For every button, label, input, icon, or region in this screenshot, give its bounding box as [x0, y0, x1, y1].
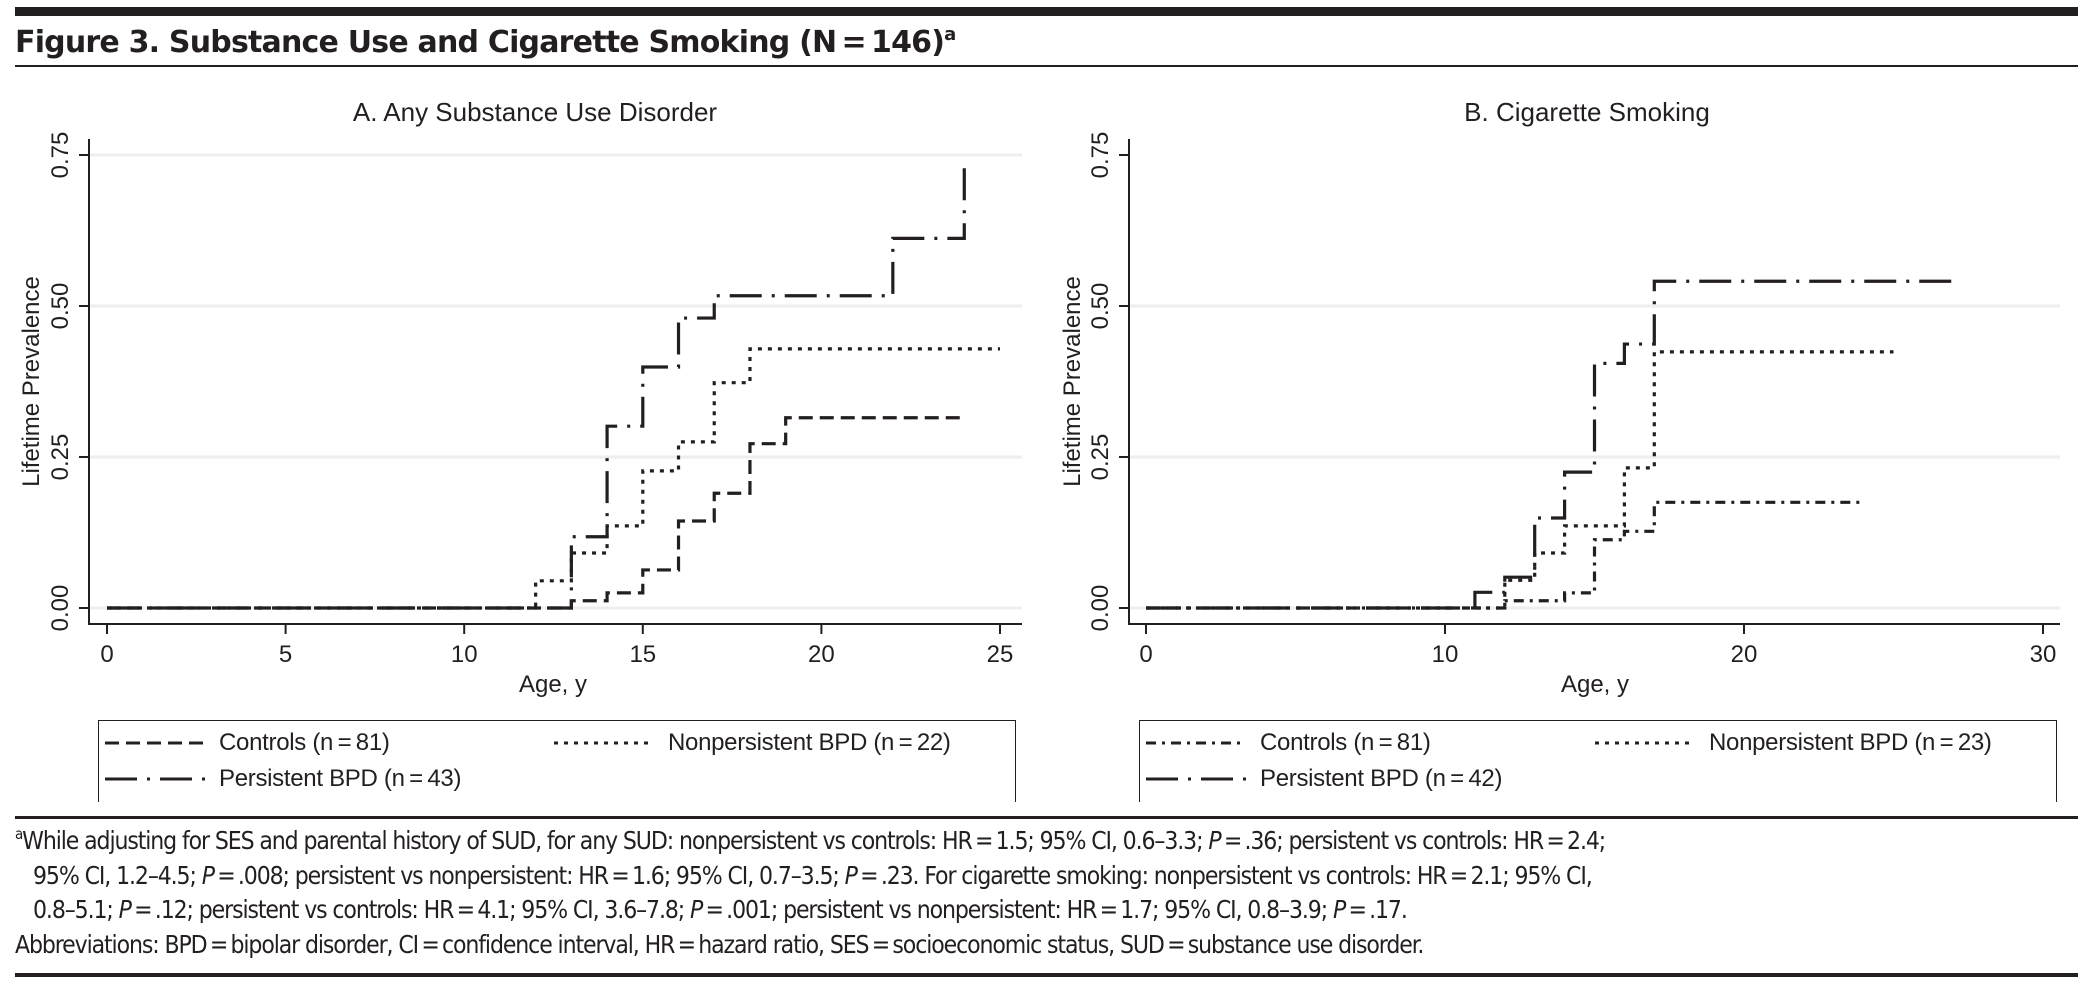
footnote-p: P — [1332, 895, 1346, 924]
footnote-p: P — [118, 895, 132, 924]
legend-item: Controls (n = 81) — [1146, 725, 1431, 761]
y-tick-label: 0.00 — [1087, 585, 1114, 632]
bottom-rule — [15, 973, 2078, 977]
footnote-text: 0.8–5.1; — [33, 895, 119, 924]
legend-item: Persistent BPD (n = 43) — [105, 761, 461, 797]
x-tick-label: 10 — [1432, 641, 1459, 668]
chart-panel-a: A. Any Substance Use Disorder 0.00 0.25 0.5… — [18, 97, 1022, 698]
charts-canvas: A. Any Substance Use Disorder 0.00 0.25 0.5… — [18, 97, 2060, 698]
abbreviations-text: Abbreviations: BPD = bipolar disorder, C… — [15, 929, 1424, 959]
top-rule — [15, 7, 2078, 16]
x-tick-label: 20 — [1731, 641, 1758, 668]
legend-item: Controls (n = 81) — [105, 725, 390, 761]
footnote-top-rule — [15, 816, 2078, 819]
legend-item: Nonpersistent BPD (n = 22) — [554, 725, 951, 761]
footnote-p: P — [1208, 826, 1221, 855]
legend-item: Nonpersistent BPD (n = 23) — [1595, 725, 1992, 761]
x-tick-label: 15 — [629, 641, 656, 668]
series-line-dotted — [1146, 350, 1894, 610]
figure-title-text: Figure 3. Substance Use and Cigarette Sm… — [15, 25, 945, 60]
x-tick-label: 20 — [808, 641, 835, 668]
figure-title: Figure 3. Substance Use and Cigarette Sm… — [15, 20, 956, 66]
legend-swatch-dotted — [554, 741, 654, 745]
legend-panel-b: Controls (n = 81) Nonpersistent BPD (n = … — [1139, 720, 2057, 802]
footnote-p: P — [690, 895, 703, 924]
footnote-abbreviations: Abbreviations: BPD = bipolar disorder, C… — [15, 928, 2065, 963]
y-tick-label: 0.25 — [1087, 434, 1114, 481]
legend-label: Nonpersistent BPD (n = 22) — [668, 729, 951, 756]
legend-swatch-dashed — [105, 741, 205, 745]
y-axis-label: Lifetime Prevalence — [1059, 276, 1086, 487]
x-tick-label: 30 — [2030, 641, 2057, 668]
footnote-text: = .36; persistent vs controls: HR = 2.4; — [1220, 826, 1606, 855]
x-tick-label: 25 — [987, 641, 1014, 668]
x-tick-label: 0 — [100, 641, 113, 668]
chart-title: A. Any Substance Use Disorder — [353, 97, 718, 127]
series-line-dash-dot — [1146, 500, 1864, 610]
footnote-text: = .008; persistent vs nonpersistent: HR … — [213, 860, 845, 890]
y-tick-label: 0.75 — [47, 132, 74, 179]
x-axis-label: Age, y — [1561, 671, 1629, 698]
y-tick-label: 0.50 — [47, 283, 74, 330]
series-line-longdash-dot — [107, 167, 966, 610]
legend-label: Controls (n = 81) — [219, 729, 390, 756]
y-tick-label: 0.75 — [1087, 132, 1114, 179]
x-tick-label: 10 — [451, 641, 478, 668]
series-line-dotted — [107, 347, 1000, 610]
y-tick-label: 0.50 — [1087, 283, 1114, 330]
legend-swatch-dash-dot — [1146, 741, 1246, 745]
series-line-longdash-dot — [1146, 279, 1954, 610]
x-axis-label: Age, y — [519, 671, 587, 698]
legend-swatch-longdash-dot — [105, 777, 205, 781]
legend-panel-a: Controls (n = 81) Nonpersistent BPD (n = … — [98, 720, 1016, 802]
x-tick-label: 5 — [279, 641, 292, 668]
legend-swatch-dotted — [1595, 741, 1695, 745]
chart-title: B. Cigarette Smoking — [1464, 97, 1710, 127]
footnote-text: = .23. For cigarette smoking: nonpersist… — [856, 860, 1593, 890]
y-axis-label: Lifetime Prevalence — [18, 276, 45, 487]
footnote-p: P — [201, 860, 215, 890]
footnote: aWhile adjusting for SES and parental hi… — [15, 824, 2065, 962]
footnote-text: = .17. — [1345, 895, 1407, 924]
footnote-p: P — [844, 860, 858, 890]
legend-label: Controls (n = 81) — [1260, 729, 1431, 756]
y-tick-label: 0.00 — [47, 585, 74, 632]
footnote-marker: a — [15, 825, 23, 843]
legend-swatch-longdash-dot — [1146, 777, 1246, 781]
legend-label: Persistent BPD (n = 42) — [1260, 765, 1503, 792]
footnote-text: 95% CI, 1.2–4.5; — [33, 860, 202, 890]
chart-panel-b: B. Cigarette Smoking 0.00 0.25 0.50 0.75 0 10 2… — [1059, 97, 2060, 698]
x-tick-label: 0 — [1139, 641, 1152, 668]
footnote-line-1: aWhile adjusting for SES and parental hi… — [15, 824, 2065, 859]
footnote-text: While adjusting for SES and parental his… — [22, 826, 1209, 855]
y-tick-label: 0.25 — [47, 434, 74, 481]
series-line-dashed — [107, 416, 965, 610]
legend-label: Nonpersistent BPD (n = 23) — [1709, 729, 1992, 756]
footnote-line-2: 95% CI, 1.2–4.5; P = .008; persistent vs… — [15, 859, 2065, 894]
footnote-text: = .001; persistent vs nonpersistent: HR … — [702, 895, 1333, 924]
figure-title-superscript: a — [944, 24, 956, 45]
title-rule — [15, 65, 2078, 67]
footnote-text: = .12; persistent vs controls: HR = 4.1;… — [130, 895, 690, 924]
legend-label: Persistent BPD (n = 43) — [219, 765, 462, 792]
legend-item: Persistent BPD (n = 42) — [1146, 761, 1502, 797]
footnote-line-3: 0.8–5.1; P = .12; persistent vs controls… — [15, 893, 2065, 928]
